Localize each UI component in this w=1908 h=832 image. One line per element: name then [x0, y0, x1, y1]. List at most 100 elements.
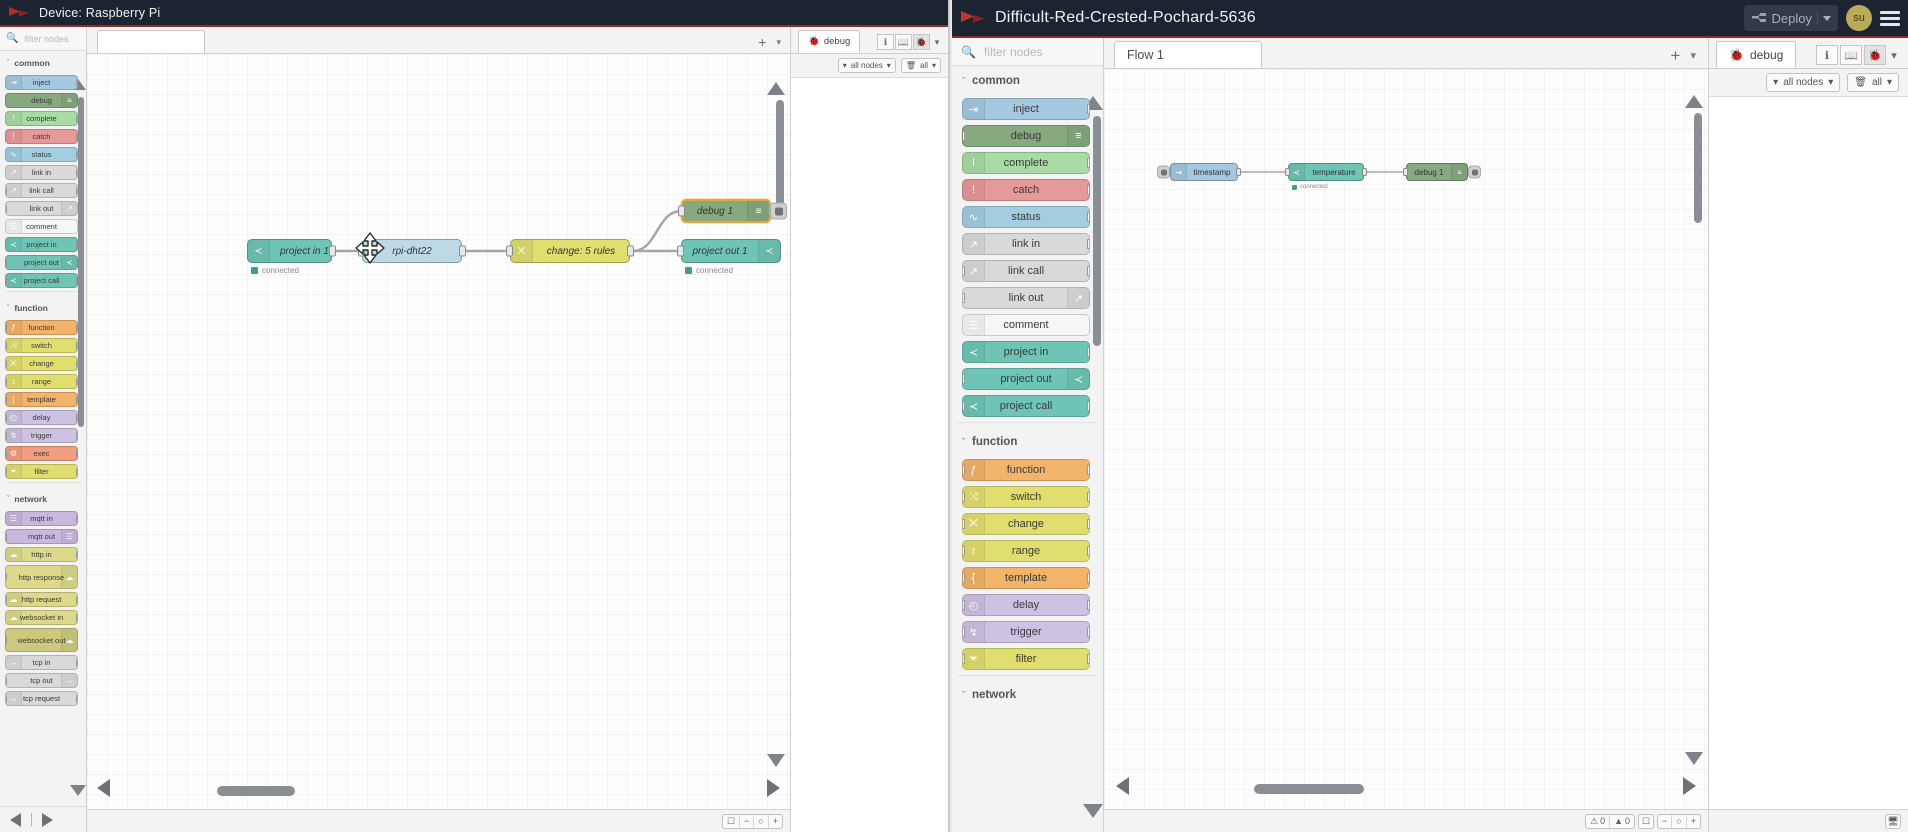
left-debug-filter-nodes[interactable]: ▾ all nodes ▾: [837, 58, 896, 73]
zoom-reset-icon[interactable]: ○: [754, 814, 769, 828]
palette-category-common[interactable]: ˇ common: [0, 51, 86, 72]
flow-node-project-out-1[interactable]: project out 1 ≺: [677, 239, 781, 263]
flow-node-port-out[interactable]: [459, 245, 466, 257]
palette-scroll-down-arrow[interactable]: [70, 785, 86, 796]
book-icon[interactable]: 📖: [895, 34, 912, 50]
palette-node-comment[interactable]: ☰ comment: [5, 219, 78, 234]
palette-node-project-in[interactable]: ≺ project in: [5, 237, 78, 252]
palette-node-project-call[interactable]: ≺ project call: [5, 273, 78, 288]
palette-scroll-up-arrow[interactable]: [70, 79, 86, 90]
palette-node-mqtt-out[interactable]: ☲ mqtt out: [5, 529, 78, 544]
chevron-down-icon[interactable]: ▾: [776, 36, 781, 47]
palette-node-websocket-in[interactable]: ☁ websocket in: [5, 610, 78, 625]
bug-icon[interactable]: 🐞: [1864, 45, 1886, 65]
flow-node-port-out[interactable]: [1236, 168, 1241, 176]
palette-node-function[interactable]: ƒ function: [962, 459, 1090, 481]
palette-node-delay[interactable]: ◴ delay: [5, 410, 78, 425]
left-filter-nodes-input[interactable]: [22, 32, 80, 45]
flow-node-port-in[interactable]: [506, 245, 513, 257]
palette-node-tcp-out[interactable]: ↔ tcp out: [5, 673, 78, 688]
left-debug-clear[interactable]: 🗑 all ▾: [900, 58, 941, 73]
palette-node-catch[interactable]: ! catch: [962, 179, 1090, 201]
flow-node-port-in[interactable]: [1403, 168, 1408, 176]
palette-node-link-call[interactable]: ↗ link call: [5, 183, 78, 198]
palette-category-function[interactable]: ˇ function: [0, 296, 86, 317]
right-palette-scroll-area[interactable]: ˇ common ⇥ inject ≡ debug! complete! catch ∿ stat…: [952, 66, 1103, 832]
left-palette-scroll-area[interactable]: ˇ common ⇥ inject ≡ debug! complete! catch ∿ stat…: [0, 51, 86, 806]
palette-node-tcp-in[interactable]: ↔ tcp in: [5, 655, 78, 670]
palette-node-switch[interactable]: ⤨ switch: [962, 486, 1090, 508]
flow-node-port-out[interactable]: [1362, 168, 1367, 176]
palette-node-project-call[interactable]: ≺ project call: [962, 395, 1090, 417]
palette-node-tcp-request[interactable]: ↔ tcp request: [5, 691, 78, 706]
deploy-button[interactable]: Deploy: [1743, 5, 1838, 31]
chevron-down-icon[interactable]: ▾: [1891, 49, 1897, 62]
palette-scrollbar[interactable]: [1093, 116, 1101, 346]
zoom-reset-icon[interactable]: ○: [1672, 814, 1687, 828]
canvas-scroll-down-arrow[interactable]: [1685, 752, 1703, 765]
canvas-scroll-down-arrow[interactable]: [767, 754, 785, 767]
left-flow-canvas[interactable]: ≺ project in 1 connected rpi-dht22 ⨉ change: …: [87, 54, 790, 809]
palette-node-http-in[interactable]: ☁ http in: [5, 547, 78, 562]
palette-node-link-call[interactable]: ↗ link call: [962, 260, 1090, 282]
inject-trigger-button[interactable]: [1157, 165, 1170, 179]
zoom-out-icon[interactable]: −: [740, 814, 755, 828]
flow-node-change[interactable]: ⨉ change: 5 rules: [506, 239, 634, 263]
palette-scroll-down-arrow[interactable]: [1083, 804, 1103, 818]
debug-toggle-button[interactable]: [1468, 165, 1481, 179]
zoom-in-icon[interactable]: +: [1690, 816, 1696, 826]
palette-next-arrow[interactable]: [42, 812, 53, 827]
palette-prev-arrow[interactable]: [10, 812, 21, 827]
flow-node-port-in[interactable]: [1285, 168, 1290, 176]
zoom-in-icon[interactable]: +: [772, 816, 778, 826]
palette-node-http-response[interactable]: ☁ http response: [5, 565, 78, 589]
palette-node-debug[interactable]: ≡ debug: [962, 125, 1090, 147]
flow-node-project-in-1[interactable]: ≺ project in 1: [247, 239, 336, 263]
book-icon[interactable]: 📖: [1840, 45, 1862, 65]
add-flow-icon[interactable]: +: [758, 34, 767, 50]
right-debug-message-list[interactable]: [1709, 97, 1908, 809]
warning-count[interactable]: ▲ 0: [1610, 815, 1634, 828]
fit-view-icon[interactable]: ☐: [1638, 813, 1655, 829]
flow-node-timestamp[interactable]: ⇥ timestamp: [1157, 163, 1241, 181]
palette-scrollbar[interactable]: [78, 97, 84, 427]
add-flow-icon[interactable]: +: [1670, 46, 1681, 65]
canvas-scroll-left-arrow[interactable]: [1116, 777, 1129, 795]
left-debug-tab[interactable]: 🐞 debug: [798, 30, 861, 53]
palette-node-status[interactable]: ∿ status: [5, 147, 78, 162]
canvas-vertical-scrollbar[interactable]: [776, 100, 784, 210]
chevron-down-icon[interactable]: ▾: [1690, 50, 1696, 62]
palette-node-link-in[interactable]: ↗ link in: [5, 165, 78, 180]
palette-category-function[interactable]: ˇ function: [952, 427, 1103, 454]
palette-node-function[interactable]: ƒ function: [5, 320, 78, 335]
palette-node-trigger[interactable]: ↯ trigger: [962, 621, 1090, 643]
right-filter-nodes-input[interactable]: [981, 43, 1094, 60]
palette-node-status[interactable]: ∿ status: [962, 206, 1090, 228]
palette-node-filter[interactable]: ⏷ filter: [5, 464, 78, 479]
right-debug-filter-nodes[interactable]: ▾ all nodes ▾: [1766, 73, 1841, 92]
zoom-out-icon[interactable]: −: [1658, 814, 1673, 828]
palette-node-change[interactable]: ⨉ change: [5, 356, 78, 371]
chevron-down-icon[interactable]: ▾: [934, 36, 940, 47]
flow-node-debug-1[interactable]: debug 1 ≡: [678, 199, 787, 223]
palette-node-complete[interactable]: ! complete: [962, 152, 1090, 174]
palette-node-inject[interactable]: ⇥ inject: [962, 98, 1090, 120]
chevron-down-icon[interactable]: [1823, 15, 1831, 21]
palette-node-change[interactable]: ⨉ change: [962, 513, 1090, 535]
palette-node-project-out[interactable]: ≺ project out: [962, 368, 1090, 390]
right-debug-tab[interactable]: 🐞 debug: [1716, 41, 1797, 68]
palette-category-network[interactable]: ˇ network: [0, 487, 86, 508]
canvas-scroll-right-arrow[interactable]: [1683, 777, 1696, 795]
palette-node-link-out[interactable]: ↗ link out: [5, 201, 78, 216]
right-palette-filter[interactable]: 🔍: [952, 38, 1103, 66]
info-icon[interactable]: ℹ: [877, 34, 894, 50]
canvas-horizontal-scrollbar[interactable]: [217, 786, 295, 796]
palette-category-network[interactable]: ˇ network: [952, 680, 1103, 707]
flow-node-temperature[interactable]: ≺ temperature: [1285, 163, 1367, 181]
notification-counts[interactable]: ⚠ 0 ▲ 0: [1585, 813, 1636, 829]
canvas-scroll-right-arrow[interactable]: [767, 779, 780, 797]
flow-node-port-out[interactable]: [329, 245, 336, 257]
palette-node-complete[interactable]: ! complete: [5, 111, 78, 126]
flow-node-debug-1[interactable]: debug 1 ≡: [1403, 163, 1481, 181]
canvas-scroll-up-arrow[interactable]: [1685, 95, 1703, 108]
